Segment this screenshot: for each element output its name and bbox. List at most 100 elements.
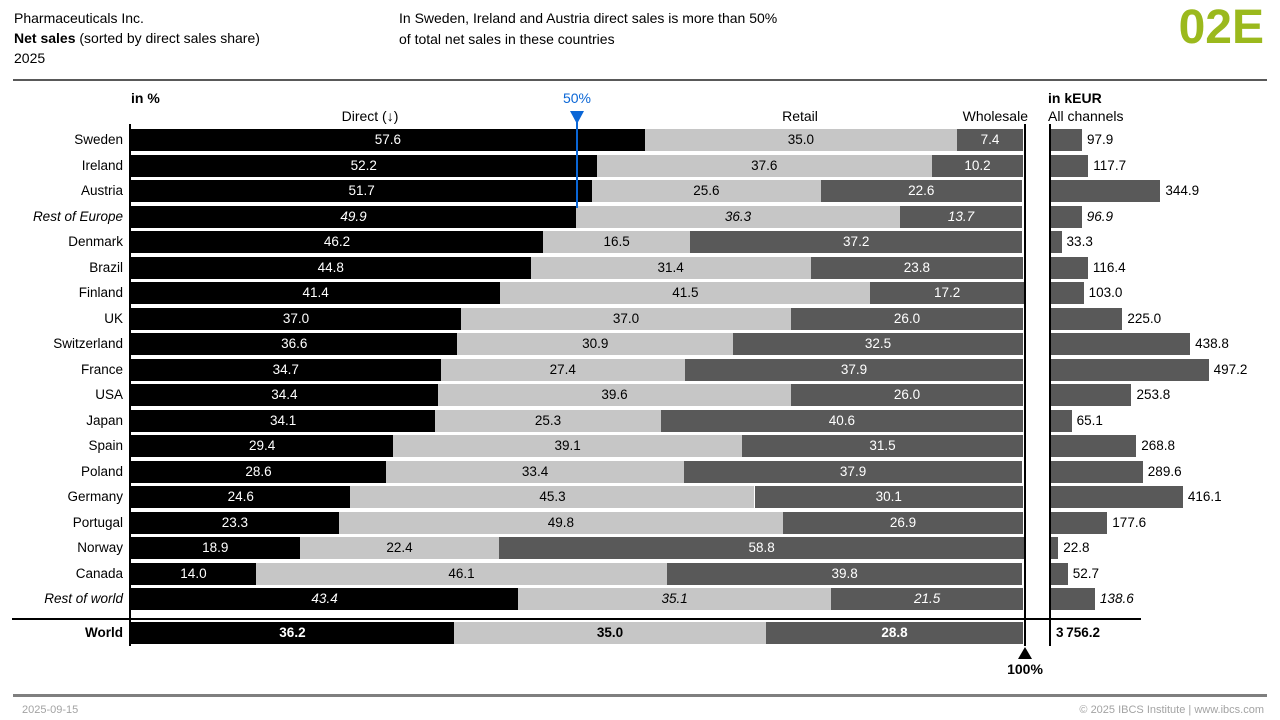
wholesale-segment-world: 28.8 (766, 622, 1023, 644)
direct-segment-france: 34.7 (131, 358, 441, 381)
unit-label-keur: in kEUR (1048, 90, 1102, 106)
all-channels-bar-sweden (1051, 129, 1083, 151)
threshold-50-line (576, 121, 578, 208)
retail-segment-austria: 25.6 (592, 180, 821, 202)
all-channels-value-norway: 22.8 (1063, 540, 1090, 555)
page-code: 02E (1178, 1, 1264, 54)
row-label-rest-of-world: Rest of world (44, 591, 123, 606)
footer-copyright: © 2025 IBCS Institute | www.ibcs.com (1079, 704, 1264, 716)
key-message-line1: In Sweden, Ireland and Austria direct sa… (399, 10, 778, 26)
wholesale-segment-spain: 31.5 (742, 435, 1023, 457)
retail-segment-rest-of-world: 35.1 (518, 588, 832, 610)
row-label-spain: Spain (88, 438, 123, 453)
all-channels-value-brazil: 116.4 (1092, 259, 1126, 275)
all-channels-bar-rest-of-world (1051, 588, 1095, 610)
report-title: Net sales (sorted by direct sales share) (14, 28, 260, 48)
footer-divider (13, 694, 1267, 697)
wholesale-segment-uk: 26.0 (791, 307, 1023, 330)
wholesale-segment-france: 37.9 (684, 358, 1023, 381)
all-channels-value-uk: 225.0 (1127, 310, 1162, 326)
all-channels-value-japan: 65.1 (1076, 412, 1103, 428)
retail-segment-denmark: 16.5 (543, 231, 691, 253)
row-label-rest-of-europe: Rest of Europe (32, 208, 123, 224)
wholesale-segment-canada: 39.8 (667, 562, 1023, 585)
wholesale-segment-ireland: 10.2 (932, 154, 1023, 177)
direct-segment-denmark: 46.2 (131, 231, 544, 253)
row-label-uk: UK (104, 310, 123, 326)
retail-segment-rest-of-europe: 36.3 (576, 205, 900, 228)
all-channels-bar-uk (1051, 307, 1123, 330)
column-header-all-channels: All channels (1048, 108, 1124, 124)
all-channels-bar-denmark (1051, 231, 1062, 253)
direct-segment-germany: 24.6 (131, 486, 351, 508)
all-channels-bar-rest-of-europe (1051, 205, 1082, 228)
retail-segment-finland: 41.5 (500, 282, 871, 304)
report-period: 2025 (14, 50, 46, 66)
axis-100pct-line (1024, 124, 1026, 646)
direct-segment-ireland: 52.2 (131, 154, 597, 177)
all-channels-bar-usa (1051, 384, 1132, 406)
column-header-retail: Retail (782, 108, 818, 124)
wholesale-segment-rest-of-world: 21.5 (831, 588, 1023, 610)
retail-segment-germany: 45.3 (350, 486, 755, 508)
all-channels-value-portugal: 177.6 (1112, 514, 1147, 530)
direct-segment-switzerland: 36.6 (131, 333, 458, 355)
direct-segment-sweden: 57.6 (131, 129, 645, 151)
wholesale-segment-japan: 40.6 (660, 409, 1023, 432)
axis-100pct-triangle-icon (1018, 647, 1032, 659)
all-channels-bar-switzerland (1051, 333, 1191, 355)
retail-segment-switzerland: 30.9 (457, 333, 734, 355)
direct-segment-japan: 34.1 (131, 409, 436, 432)
wholesale-segment-finland: 17.2 (870, 282, 1024, 304)
threshold-50-triangle-icon (570, 111, 584, 124)
wholesale-segment-germany: 30.1 (754, 486, 1023, 508)
all-channels-bar-portugal (1051, 511, 1108, 534)
wholesale-segment-rest-of-europe: 13.7 (899, 205, 1023, 228)
wholesale-segment-denmark: 37.2 (690, 231, 1023, 253)
retail-segment-uk: 37.0 (461, 307, 792, 330)
row-label-poland: Poland (80, 463, 123, 479)
direct-segment-portugal: 23.3 (131, 511, 339, 534)
direct-segment-poland: 28.6 (131, 460, 387, 483)
direct-segment-rest-of-world: 43.4 (131, 588, 519, 610)
row-label-usa: USA (95, 387, 123, 402)
direct-segment-uk: 37.0 (131, 307, 462, 330)
retail-segment-usa: 39.6 (437, 384, 792, 406)
all-channels-bar-austria (1051, 180, 1161, 202)
row-label-finland: Finland (78, 285, 123, 300)
all-channels-bar-japan (1051, 409, 1072, 432)
all-channels-bar-poland (1051, 460, 1143, 483)
all-channels-bar-germany (1051, 486, 1183, 508)
all-channels-value-sweden: 97.9 (1087, 132, 1114, 147)
all-channels-bar-finland (1051, 282, 1084, 304)
all-channels-value-denmark: 33.3 (1066, 234, 1093, 249)
company-name: Pharmaceuticals Inc. (14, 10, 144, 26)
row-label-japan: Japan (86, 412, 123, 428)
all-channels-value-ireland: 117.7 (1093, 157, 1127, 173)
report-title-measure: Net sales (14, 30, 76, 46)
direct-segment-norway: 18.9 (131, 537, 300, 559)
row-label-switzerland: Switzerland (53, 336, 123, 351)
retail-segment-france: 27.4 (440, 358, 685, 381)
row-label-sweden: Sweden (74, 132, 123, 147)
all-channels-value-poland: 289.6 (1147, 463, 1182, 479)
retail-segment-brazil: 31.4 (530, 256, 811, 279)
retail-segment-poland: 33.4 (386, 460, 685, 483)
retail-segment-japan: 25.3 (435, 409, 661, 432)
direct-segment-brazil: 44.8 (131, 256, 531, 279)
wholesale-segment-switzerland: 32.5 (733, 333, 1023, 355)
report-title-sort-note: (sorted by direct sales share) (75, 30, 260, 46)
column-header-wholesale: Wholesale (962, 108, 1028, 124)
direct-segment-spain: 29.4 (131, 435, 394, 457)
row-label-france: France (80, 361, 123, 377)
all-channels-value-rest-of-europe: 96.9 (1086, 208, 1113, 224)
direct-segment-rest-of-europe: 49.9 (131, 205, 577, 228)
all-channels-value-germany: 416.1 (1187, 489, 1222, 504)
keur-baseline (1049, 124, 1051, 646)
threshold-50-label: 50% (562, 90, 592, 106)
all-channels-bar-brazil (1051, 256, 1088, 279)
row-label-austria: Austria (80, 183, 123, 198)
report-header: Pharmaceuticals Inc. Net sales (sorted b… (14, 8, 260, 68)
retail-segment-spain: 39.1 (393, 435, 742, 457)
all-channels-bar-norway (1051, 537, 1059, 559)
